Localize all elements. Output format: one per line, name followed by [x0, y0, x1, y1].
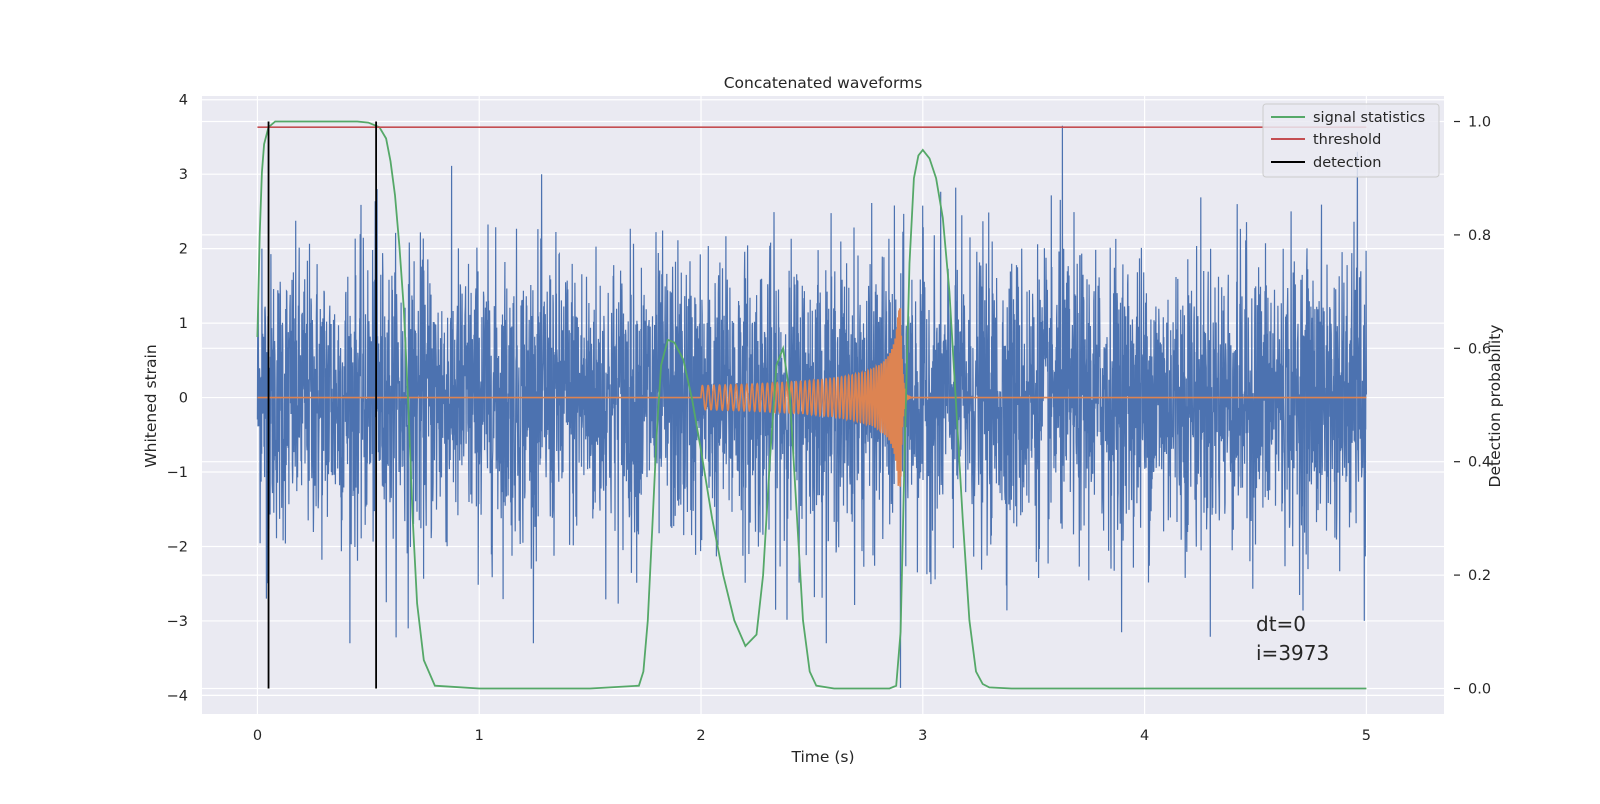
y-tick-label: 2: [179, 242, 188, 258]
y2-tick-label: 0.2: [1468, 568, 1491, 584]
chart-title: Concatenated waveforms: [724, 74, 923, 92]
y-tick-label: 1: [179, 316, 188, 332]
y2-tick-label: 0.6: [1468, 341, 1491, 357]
y2-axis-ticks: 0.0 0.2 0.4 0.6 0.8 1.0: [1454, 115, 1491, 697]
x-tick-label: 3: [918, 728, 927, 744]
plot-area: [256, 120, 1367, 690]
x-axis-label: Time (s): [790, 748, 854, 766]
y-tick-label: −3: [167, 614, 188, 630]
x-axis-ticks: 0 1 2 3 4 5: [253, 728, 1371, 744]
signal-statistics-line: [256, 120, 1367, 690]
annotation: dt=0 i=3973: [1256, 612, 1329, 665]
y-axis-ticks: −4 −3 −2 −1 0 1 2 3 4: [167, 93, 188, 705]
y-tick-label: −2: [167, 539, 188, 555]
legend-frame: [1262, 103, 1440, 178]
y2-axis-label: Detection probability: [1486, 325, 1504, 488]
y-axis-label: Whitened strain: [142, 344, 160, 467]
x-tick-label: 2: [696, 728, 705, 744]
y-tick-label: −4: [167, 688, 188, 704]
waveform-line: [257, 308, 1367, 487]
y-tick-label: −1: [167, 465, 188, 481]
y2-tick-label: 0.0: [1468, 681, 1491, 697]
y-tick-label: 0: [179, 391, 188, 407]
x-tick-label: 1: [475, 728, 484, 744]
x-tick-label: 0: [253, 728, 262, 744]
y-tick-label: 3: [179, 167, 188, 183]
annotation-i: i=3973: [1256, 641, 1329, 665]
y-tick-label: 4: [179, 93, 188, 109]
legend-label-threshold: threshold: [1313, 132, 1381, 148]
annotation-dt: dt=0: [1256, 612, 1306, 636]
y2-tick-label: 0.8: [1468, 228, 1491, 244]
legend-label-signal-statistics: signal statistics: [1313, 110, 1425, 126]
x-tick-label: 4: [1140, 728, 1149, 744]
y2-tick-label: 1.0: [1468, 115, 1491, 131]
legend: signal statistics threshold detection: [1262, 103, 1440, 178]
x-tick-label: 5: [1362, 728, 1371, 744]
y2-tick-label: 0.4: [1468, 455, 1491, 471]
legend-label-detection: detection: [1313, 155, 1381, 171]
